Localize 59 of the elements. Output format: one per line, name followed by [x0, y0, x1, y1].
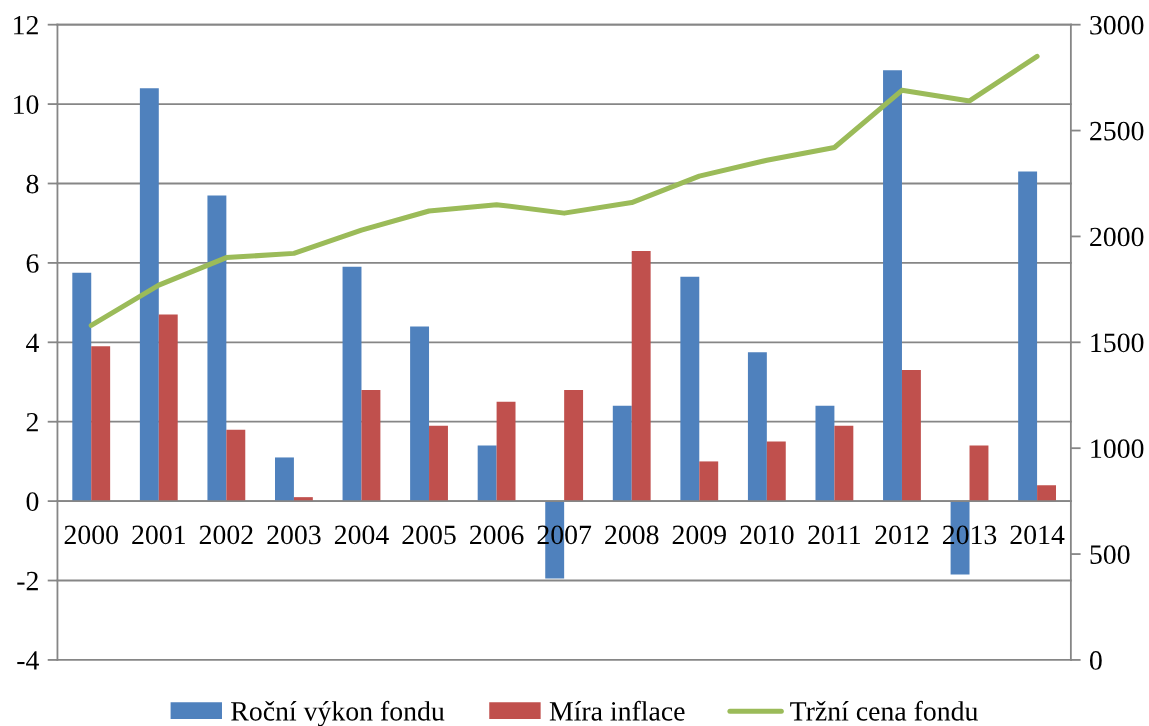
bar	[139, 88, 159, 502]
x-tick-label: 2004	[334, 525, 389, 545]
bar	[477, 445, 497, 502]
y-tick-label: -2	[17, 571, 38, 591]
legend-label: Míra inflace	[549, 700, 685, 721]
bar	[883, 70, 902, 502]
x-tick-label: 2012	[875, 525, 929, 545]
bar	[766, 441, 786, 502]
bar	[158, 314, 178, 502]
x-tick-label: 2006	[470, 525, 524, 545]
bar	[72, 272, 92, 502]
bar	[699, 461, 719, 502]
y-tick-label: 0	[26, 492, 39, 512]
bar	[91, 346, 111, 502]
y-tick-label: 10	[14, 95, 39, 114]
bar	[631, 250, 651, 502]
x-tick-label: 2005	[402, 525, 456, 545]
x-tick-label: 2002	[199, 525, 253, 545]
bar	[275, 457, 294, 502]
bar	[1037, 485, 1056, 502]
legend-label: Roční výkon fondu	[231, 700, 445, 726]
y2-tick-label: 1500	[1091, 333, 1144, 353]
x-tick-label: 2001	[132, 525, 185, 545]
bar	[226, 429, 246, 502]
y2-tick-label: 2500	[1090, 121, 1144, 141]
y2-tick-label: 500	[1090, 545, 1130, 564]
y2-tick-label: 1000	[1091, 439, 1144, 459]
bar	[747, 352, 767, 502]
y-tick-label: 8	[26, 174, 39, 194]
y-tick-label: -4	[17, 651, 39, 670]
bar	[342, 266, 362, 502]
y-tick-label: 12	[14, 15, 38, 35]
x-tick-label: 2011	[808, 525, 860, 545]
y-tick-label: 4	[26, 333, 39, 352]
bar	[612, 405, 632, 502]
bar	[496, 401, 516, 502]
bar	[207, 195, 227, 502]
bar	[834, 425, 854, 502]
bar	[564, 389, 584, 502]
bar	[1018, 171, 1038, 502]
y2-tick-label: 2000	[1090, 227, 1144, 247]
bar	[410, 326, 430, 502]
y2-tick-label: 3000	[1090, 15, 1144, 35]
x-tick-label: 2010	[740, 525, 794, 545]
x-tick-label: 2014	[1010, 525, 1065, 545]
legend-label: Tržní cena fondu	[790, 700, 978, 721]
bar	[680, 276, 700, 502]
bar	[901, 370, 921, 502]
y2-tick-label: 0	[1089, 651, 1102, 670]
bar	[429, 425, 448, 502]
bar	[361, 389, 381, 502]
bar	[969, 445, 989, 502]
bar	[815, 405, 835, 502]
y-tick-label: 2	[26, 412, 38, 432]
x-tick-label: 2008	[605, 525, 659, 545]
x-tick-label: 2009	[672, 525, 726, 545]
y-tick-label: 6	[26, 254, 39, 273]
x-tick-label: 2000	[64, 525, 118, 545]
x-tick-label: 2003	[267, 525, 321, 545]
